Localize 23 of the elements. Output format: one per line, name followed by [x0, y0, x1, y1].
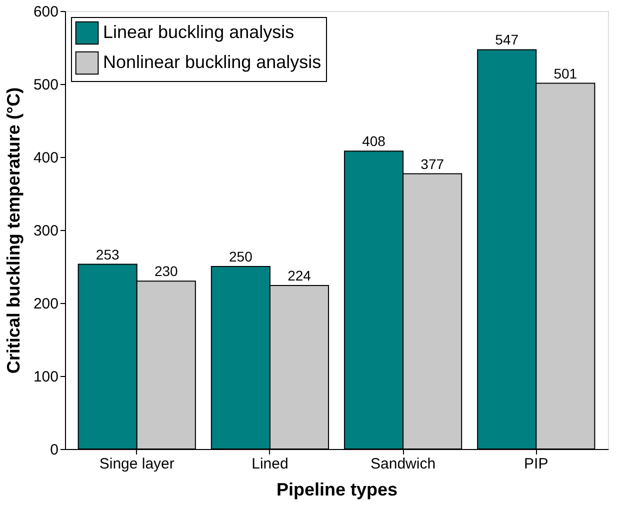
- data-label: 501: [554, 65, 578, 82]
- data-label: 377: [420, 156, 444, 172]
- y-tick-label: 300: [33, 222, 58, 240]
- y-tick-label: 200: [33, 296, 58, 312]
- y-tick-label: 0: [50, 442, 58, 458]
- data-label: 224: [288, 267, 312, 284]
- x-axis-title: Pipeline types: [276, 480, 398, 500]
- x-tick-label: Lined: [252, 456, 288, 472]
- data-label: 250: [228, 248, 253, 264]
- y-tick-label: 600: [33, 4, 58, 20]
- legend-label: Linear buckling analysis: [103, 22, 294, 42]
- data-label: 547: [495, 32, 519, 48]
- data-label: 253: [96, 246, 120, 262]
- y-tick-label: 500: [33, 76, 58, 94]
- y-tick-label: 400: [33, 150, 58, 166]
- y-axis-title: Critical buckling temperature (°C): [3, 87, 24, 374]
- data-label: 408: [362, 133, 386, 150]
- x-tick-label: Singe layer: [99, 456, 174, 472]
- data-label: 230: [154, 263, 178, 280]
- x-tick-label: PIP: [524, 456, 548, 472]
- x-tick-label: Sandwich: [370, 456, 436, 472]
- y-tick-label: 100: [33, 368, 58, 386]
- legend-label: Nonlinear buckling analysis: [103, 52, 322, 72]
